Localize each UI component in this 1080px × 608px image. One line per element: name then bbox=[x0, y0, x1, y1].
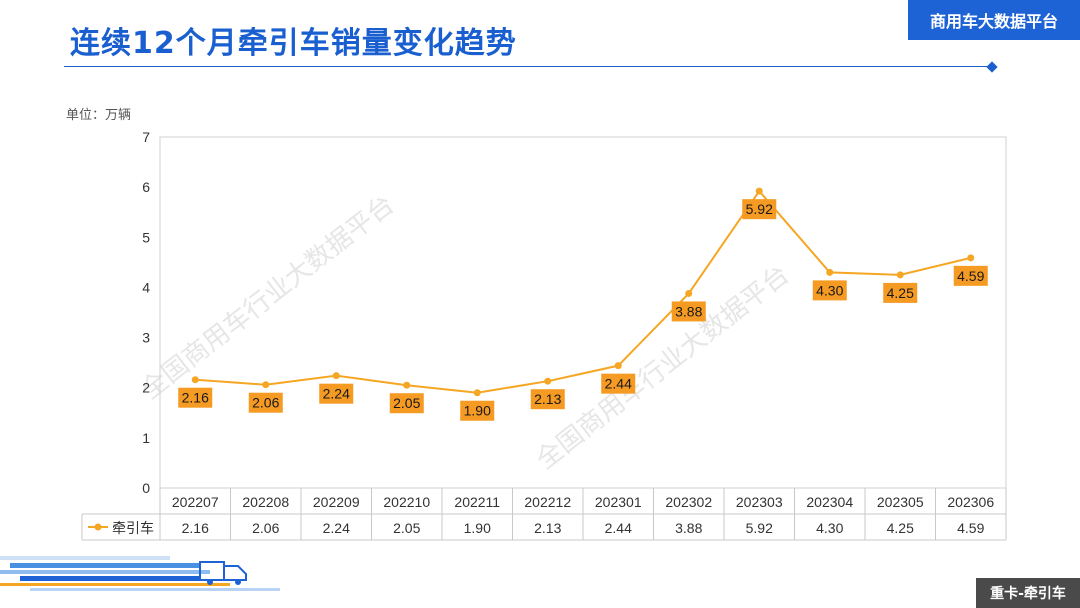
data-label: 2.06 bbox=[252, 395, 279, 411]
table-value-cell: 3.88 bbox=[675, 520, 702, 536]
watermark-text: 全国商用车行业大数据平台 bbox=[531, 260, 795, 476]
table-value-cell: 2.24 bbox=[323, 520, 350, 536]
y-tick-label: 1 bbox=[142, 430, 150, 446]
watermark-text: 全国商用车行业大数据平台 bbox=[136, 190, 400, 406]
data-label-box bbox=[742, 199, 777, 220]
data-point bbox=[544, 377, 552, 385]
page-title: 连续12个月牵引车销量变化趋势 bbox=[70, 26, 517, 61]
x-tick-label: 202212 bbox=[524, 494, 571, 510]
x-tick-label: 202207 bbox=[172, 494, 219, 510]
data-label: 2.16 bbox=[182, 390, 209, 406]
y-tick-label: 0 bbox=[142, 480, 150, 496]
table-value-cell: 2.16 bbox=[182, 520, 209, 536]
data-label: 2.05 bbox=[393, 395, 420, 411]
table-value-cell: 2.05 bbox=[393, 520, 420, 536]
x-tick-label: 202210 bbox=[383, 494, 430, 510]
x-tick-label: 202211 bbox=[454, 494, 500, 510]
table-value-cell: 4.59 bbox=[957, 520, 984, 536]
y-tick-label: 6 bbox=[142, 179, 150, 195]
data-point bbox=[473, 389, 481, 397]
x-tick-label: 202305 bbox=[877, 494, 924, 510]
data-point bbox=[685, 289, 693, 297]
table-value-cell: 5.92 bbox=[746, 520, 773, 536]
data-point bbox=[755, 187, 763, 195]
data-label: 2.13 bbox=[534, 391, 561, 407]
x-tick-label: 202303 bbox=[736, 494, 783, 510]
data-point bbox=[191, 376, 199, 384]
data-point bbox=[896, 271, 904, 279]
data-label-box bbox=[319, 383, 354, 404]
table-value-cell: 4.30 bbox=[816, 520, 843, 536]
table-value-cell: 1.90 bbox=[464, 520, 491, 536]
x-tick-label: 202304 bbox=[806, 494, 853, 510]
y-tick-label: 5 bbox=[142, 229, 150, 245]
table-value-cell: 2.44 bbox=[605, 520, 632, 536]
data-point bbox=[262, 381, 270, 389]
legend-label: 牵引车 bbox=[112, 520, 154, 537]
data-label: 3.88 bbox=[675, 303, 702, 319]
table-value-cell: 2.06 bbox=[252, 520, 279, 536]
series-line bbox=[195, 189, 971, 394]
title-divider bbox=[64, 66, 990, 67]
data-label-box bbox=[530, 389, 565, 410]
data-point bbox=[403, 381, 411, 389]
y-tick-label: 7 bbox=[142, 129, 150, 145]
legend-marker bbox=[94, 523, 102, 531]
data-label-box bbox=[953, 265, 988, 286]
x-tick-label: 202306 bbox=[947, 494, 994, 510]
y-tick-label: 4 bbox=[142, 279, 150, 295]
brand-badge: 商用车大数据平台 bbox=[908, 0, 1080, 40]
data-label-box bbox=[671, 301, 706, 322]
data-label-box bbox=[460, 400, 495, 421]
data-point bbox=[967, 254, 975, 262]
data-label-box bbox=[883, 282, 918, 303]
data-label-box bbox=[812, 280, 847, 301]
x-tick-label: 202302 bbox=[665, 494, 712, 510]
data-label: 1.90 bbox=[464, 403, 491, 419]
x-tick-label: 202208 bbox=[242, 494, 289, 510]
data-label-box bbox=[248, 392, 283, 413]
unit-label: 单位：万辆 bbox=[66, 108, 132, 123]
data-label: 2.44 bbox=[605, 376, 632, 392]
data-point bbox=[332, 372, 340, 380]
data-label: 5.92 bbox=[746, 201, 773, 217]
data-label: 4.25 bbox=[887, 285, 914, 301]
data-label-box bbox=[601, 373, 636, 394]
table-value-cell: 2.13 bbox=[534, 520, 561, 536]
x-tick-label: 202301 bbox=[595, 494, 642, 510]
data-point bbox=[614, 362, 622, 370]
data-label-box bbox=[178, 387, 213, 408]
data-point bbox=[826, 268, 834, 276]
data-label-box bbox=[389, 393, 424, 414]
x-tick-label: 202209 bbox=[313, 494, 360, 510]
data-label: 4.30 bbox=[816, 282, 843, 298]
data-label: 4.59 bbox=[957, 268, 984, 284]
y-tick-label: 2 bbox=[142, 380, 150, 396]
truck-decoration-icon bbox=[0, 556, 280, 591]
data-label: 2.24 bbox=[323, 386, 350, 402]
table-value-cell: 4.25 bbox=[887, 520, 914, 536]
category-tag: 重卡-牵引车 bbox=[976, 578, 1080, 608]
y-tick-label: 3 bbox=[142, 330, 150, 346]
